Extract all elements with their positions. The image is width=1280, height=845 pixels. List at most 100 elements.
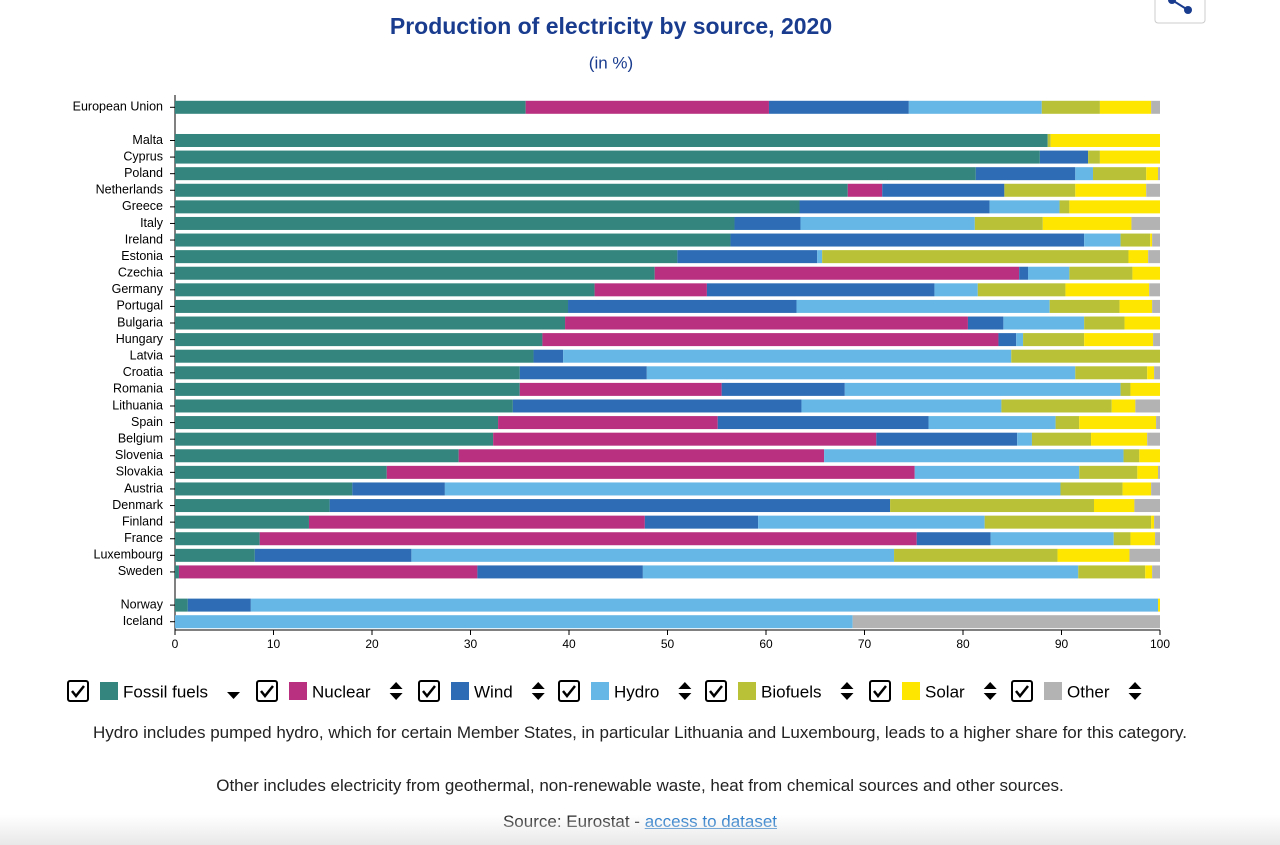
x-tick-label: 80: [956, 637, 970, 651]
legend-item[interactable]: Biofuels: [705, 680, 854, 702]
legend-label[interactable]: Other: [1067, 682, 1110, 701]
bar-segment: [1039, 150, 1089, 164]
bar-segment: [175, 532, 260, 546]
legend-item[interactable]: Other: [1011, 680, 1142, 702]
legend-item[interactable]: Solar: [869, 680, 997, 702]
legend-checkbox[interactable]: [1011, 680, 1033, 702]
bar-segment: [519, 366, 647, 380]
checkmark[interactable]: [562, 685, 576, 699]
legend-label[interactable]: Nuclear: [312, 682, 371, 701]
x-tick-label: 70: [858, 637, 872, 651]
share-button[interactable]: [1154, 0, 1206, 24]
bar-segment: [493, 432, 877, 446]
bar-segment: [1120, 382, 1131, 396]
checkmark[interactable]: [709, 685, 723, 699]
bar-segment: [498, 416, 718, 430]
bar-segment: [1069, 200, 1160, 214]
x-tick-label: 30: [464, 637, 478, 651]
legend-item[interactable]: Fossil fuels: [67, 680, 241, 702]
sort-arrow[interactable]: [1128, 682, 1142, 700]
bar-segment: [1123, 449, 1140, 463]
legend-swatch[interactable]: [591, 682, 609, 700]
bar-segment: [882, 183, 1005, 197]
legend-checkbox[interactable]: [558, 680, 580, 702]
bar-segment: [1075, 167, 1094, 181]
sort-arrow[interactable]: [531, 682, 545, 700]
x-tick-label: 50: [661, 637, 675, 651]
sort-arrow[interactable]: [983, 682, 997, 700]
bar-segment: [1122, 482, 1152, 496]
legend-swatch[interactable]: [451, 682, 469, 700]
legend-checkbox[interactable]: [705, 680, 727, 702]
bar-segment: [800, 216, 975, 230]
sort-arrow[interactable]: [389, 682, 403, 700]
legend-item[interactable]: Wind: [418, 680, 545, 702]
bar-segment: [721, 382, 845, 396]
legend-swatch[interactable]: [1044, 682, 1062, 700]
bar-segment: [1124, 316, 1160, 330]
bar-segment: [1152, 299, 1160, 313]
bar-segment: [1099, 150, 1160, 164]
bar-segment: [175, 416, 499, 430]
x-tick-label: 10: [267, 637, 281, 651]
legend-label[interactable]: Hydro: [614, 682, 659, 701]
bar-segment: [1152, 233, 1160, 247]
bar-segment: [1004, 183, 1076, 197]
legend-checkbox[interactable]: [869, 680, 891, 702]
bar-segment: [1129, 548, 1160, 562]
y-tick-label: Greece: [122, 199, 163, 213]
bar-segment: [990, 532, 1114, 546]
checkmark[interactable]: [71, 685, 85, 699]
share-icon[interactable]: [1171, 0, 1189, 11]
bar-segment: [1049, 299, 1120, 313]
legend-label[interactable]: Fossil fuels: [123, 682, 208, 701]
checkmark[interactable]: [260, 685, 274, 699]
checkmark[interactable]: [1015, 685, 1029, 699]
y-tick-label: Malta: [132, 133, 163, 147]
bar-segment: [989, 200, 1060, 214]
legend-item[interactable]: Nuclear: [256, 680, 403, 702]
bar-segment: [796, 299, 1050, 313]
share-box[interactable]: [1154, 0, 1206, 24]
bar-segment: [525, 100, 769, 114]
legend-swatch[interactable]: [100, 682, 118, 700]
bar-segment: [768, 100, 909, 114]
bar-segment: [1146, 183, 1160, 197]
sort-arrow[interactable]: [227, 692, 241, 699]
sort-arrow[interactable]: [840, 682, 854, 700]
bar-segment: [175, 299, 569, 313]
legend-swatch[interactable]: [289, 682, 307, 700]
bar-segment: [824, 449, 1124, 463]
bar-segment: [967, 316, 1004, 330]
checkmark[interactable]: [873, 685, 887, 699]
legend-swatch[interactable]: [902, 682, 920, 700]
bar-segment: [175, 250, 678, 264]
legend-swatch[interactable]: [738, 682, 756, 700]
legend-item[interactable]: Hydro: [558, 680, 692, 702]
legend-checkbox[interactable]: [256, 680, 278, 702]
y-tick-label: Slovenia: [115, 448, 163, 462]
legend-checkbox[interactable]: [67, 680, 89, 702]
legend-label[interactable]: Biofuels: [761, 682, 821, 701]
legend-label[interactable]: Wind: [474, 682, 513, 701]
bar-segment: [817, 250, 823, 264]
bar-segment: [1130, 532, 1156, 546]
bar-segment: [175, 382, 520, 396]
dataset-link[interactable]: access to dataset: [644, 812, 778, 831]
bar-segment: [533, 349, 564, 363]
bar-segment: [928, 416, 1056, 430]
bar-segment: [411, 548, 895, 562]
checkmark[interactable]: [422, 685, 436, 699]
bar-segment: [1003, 316, 1085, 330]
sort-arrow[interactable]: [678, 682, 692, 700]
bar-segment: [984, 515, 1152, 529]
bar-segment: [914, 465, 1080, 479]
bar-segment: [1079, 416, 1157, 430]
bar-segment: [175, 133, 1048, 147]
bar-segment: [975, 167, 1076, 181]
legend-label[interactable]: Solar: [925, 682, 965, 701]
legend-checkbox[interactable]: [418, 680, 440, 702]
bar-segment: [175, 233, 731, 247]
bar-segment: [801, 399, 1002, 413]
